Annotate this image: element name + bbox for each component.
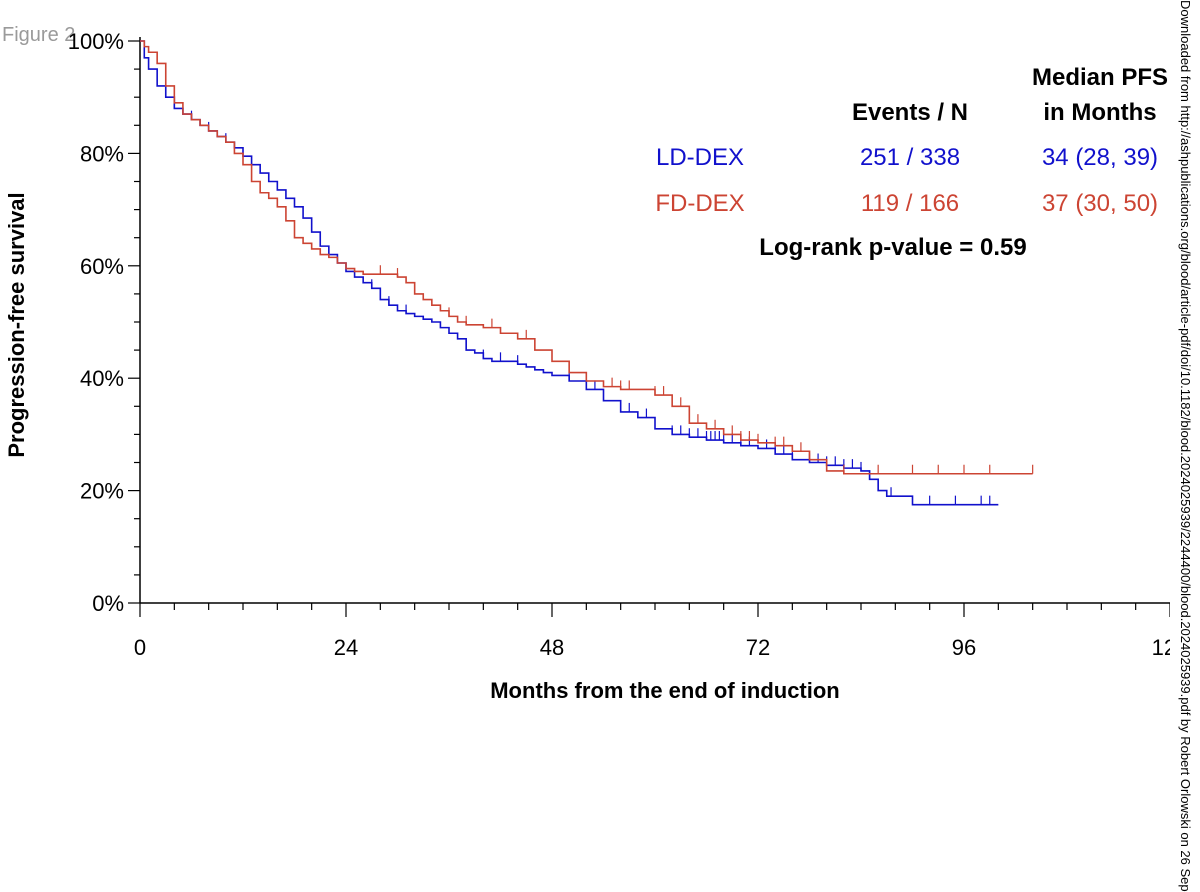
y-tick-label: 80% bbox=[80, 141, 124, 166]
legend-ld-dex-name: LD-DEX bbox=[656, 144, 744, 171]
pvalue-annotation: Log-rank p-value = 0.59 bbox=[759, 234, 1026, 261]
axes bbox=[139, 37, 1170, 604]
series-lines bbox=[140, 40, 1034, 506]
km-chart: 0% 20% 40% 60% 80% 100% 0 24 48 72 96 120 Months fr… bbox=[4, 29, 1170, 703]
x-axis-title: Months from the end of induction bbox=[490, 678, 840, 703]
legend-fd-dex-name: FD-DEX bbox=[655, 190, 744, 217]
median-header-line1: Median PFS bbox=[1032, 64, 1168, 91]
legend-ld-dex-median: 34 (28, 39) bbox=[1042, 144, 1158, 171]
legend-fd-dex-median: 37 (30, 50) bbox=[1042, 190, 1158, 217]
events-header: Events / N bbox=[852, 99, 968, 126]
y-tick-label: 20% bbox=[80, 479, 124, 504]
x-tick-label: 24 bbox=[334, 635, 358, 660]
x-tick-label: 120 bbox=[1152, 635, 1170, 660]
y-tick-label: 100% bbox=[68, 29, 124, 54]
ticks: 0% 20% 40% 60% 80% 100% 0 24 48 72 96 120 bbox=[68, 29, 1170, 660]
y-tick-label: 60% bbox=[80, 254, 124, 279]
download-watermark: Downloaded from http://ashpublications.o… bbox=[1178, 0, 1193, 892]
x-tick-label: 0 bbox=[134, 635, 146, 660]
x-tick-label: 48 bbox=[540, 635, 564, 660]
median-header-line2: in Months bbox=[1043, 99, 1156, 126]
legend-ld-dex-events: 251 / 338 bbox=[860, 144, 960, 171]
figure-label: Figure 2 bbox=[2, 24, 76, 46]
y-tick-label: 0% bbox=[92, 591, 124, 616]
legend-fd-dex-events: 119 / 166 bbox=[861, 190, 959, 217]
x-tick-label: 72 bbox=[746, 635, 770, 660]
y-axis-title: Progression-free survival bbox=[4, 192, 29, 457]
y-tick-label: 40% bbox=[80, 366, 124, 391]
x-tick-label: 96 bbox=[952, 635, 976, 660]
